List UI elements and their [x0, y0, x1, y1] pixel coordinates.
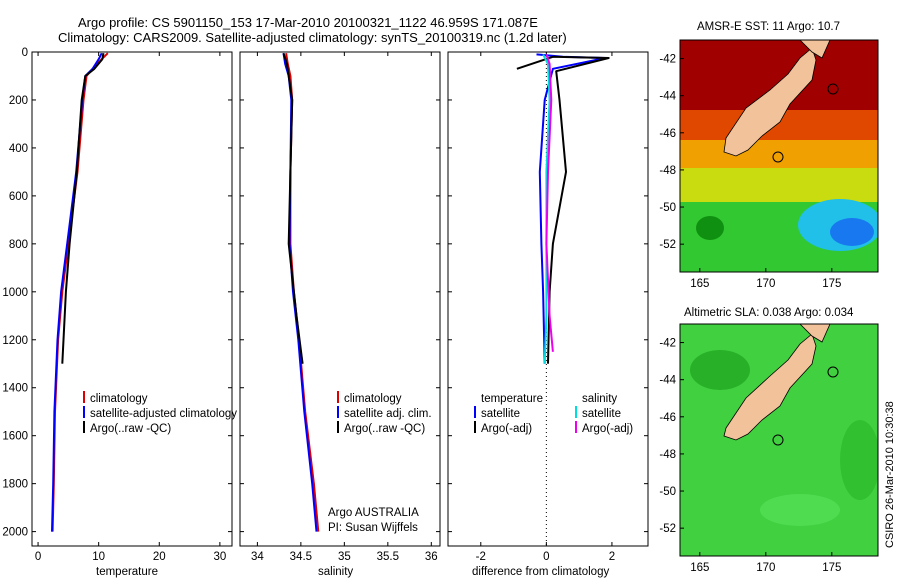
sst-map-frame	[679, 39, 879, 273]
x-tick-label: 36	[425, 551, 438, 563]
legend-temp-argo: Argo(-adj)	[481, 423, 532, 435]
legend-argo: Argo(..raw -QC)	[90, 423, 171, 435]
sla-high-patch	[760, 494, 840, 526]
sst-chatham-marker	[827, 83, 839, 95]
sst-land-north-island	[799, 40, 831, 59]
difference-legend: temperature satellite Argo(-adj) salinit…	[474, 393, 633, 435]
x-tick-label: 2	[609, 551, 615, 563]
sla-land-north-island	[799, 324, 831, 343]
map-y-tick-label: -48	[659, 165, 676, 177]
y-tick-label: 400	[9, 143, 28, 155]
map-y-tick-label: -42	[659, 54, 676, 66]
temperature-legend: climatology satellite-adjusted climatolo…	[83, 391, 237, 435]
sst-land-south-island	[723, 47, 817, 157]
map-y-tick-label: -48	[659, 449, 676, 461]
legend-climatology: climatology	[344, 393, 402, 405]
map-y-tick-label: -50	[659, 202, 676, 214]
map-y-tick-label: -42	[659, 338, 676, 350]
y-tick-label: 1400	[2, 383, 28, 395]
salinity-frame	[239, 51, 441, 547]
salinity-legend: climatology satellite adj. clim. Argo(..…	[337, 391, 432, 435]
difference-frame	[447, 51, 649, 547]
salinity-panel: salinity 34 34.5 35 35.5 36 climatology sate…	[239, 51, 441, 578]
temperature-xlabel: temperature	[96, 566, 158, 578]
difference-panel: difference from climatology -2 0 2 tempera…	[447, 51, 649, 578]
x-tick-label: 35.5	[377, 551, 399, 563]
annotation-pi: PI: Susan Wijffels	[328, 522, 418, 534]
legend-temperature-heading: temperature	[481, 393, 543, 405]
legend-sal-argo: Argo(-adj)	[582, 423, 633, 435]
x-tick-label: 30	[213, 551, 226, 563]
series-argo	[282, 52, 304, 364]
legend-argo: Argo(..raw -QC)	[344, 423, 425, 435]
map-x-tick-label: 165	[690, 278, 709, 290]
sst-eddy-patch	[696, 216, 724, 240]
map-y-tick-label: -46	[659, 128, 676, 140]
sla-low-patch-1	[690, 350, 750, 390]
legend-sal-satellite: satellite	[582, 408, 621, 420]
legend-satellite-adj: satellite adj. clim.	[344, 408, 432, 420]
sla-map-title: Altimetric SLA: 0.038 Argo: 0.034	[684, 307, 854, 319]
sla-map: Altimetric SLA: 0.038 Argo: 0.034 165 170…	[659, 307, 879, 574]
x-tick-label: -2	[476, 551, 486, 563]
map-y-tick-label: -44	[659, 91, 676, 103]
map-x-tick-label: 170	[756, 562, 775, 574]
map-x-tick-label: 175	[822, 278, 841, 290]
sla-chatham-marker	[827, 366, 839, 378]
map-y-tick-label: -44	[659, 375, 676, 387]
annotation-argo-australia: Argo AUSTRALIA	[328, 507, 419, 519]
sst-cold-patch	[830, 218, 874, 246]
series-satellite	[51, 52, 103, 532]
map-y-tick-label: -52	[659, 239, 676, 251]
sst-map: AMSR-E SST: 11 Argo: 10.7 165 170 175 -42 -4…	[659, 21, 879, 290]
y-tick-label: 2000	[2, 527, 28, 539]
x-tick-label: 34.5	[290, 551, 312, 563]
x-tick-label: 20	[153, 551, 166, 563]
map-y-tick-label: -46	[659, 412, 676, 424]
sla-low-patch-2	[840, 420, 878, 500]
x-tick-label: 0	[35, 551, 41, 563]
y-tick-label: 1000	[2, 287, 28, 299]
sst-argo-position-marker	[772, 151, 784, 163]
difference-xlabel: difference from climatology	[472, 566, 609, 578]
map-y-tick-label: -52	[659, 523, 676, 535]
sla-argo-position-marker	[772, 434, 784, 446]
temperature-panel: temperature 0 10 20 30 0 200 400 600 800 1000 1200…	[2, 47, 237, 578]
title-line-2: Climatology: CARS2009. Satellite-adjuste…	[58, 30, 567, 45]
sst-map-title: AMSR-E SST: 11 Argo: 10.7	[697, 21, 840, 33]
series-salinity-argo-adj-	[545, 54, 554, 352]
map-x-tick-label: 175	[822, 562, 841, 574]
x-tick-label: 10	[92, 551, 105, 563]
legend-climatology: climatology	[90, 393, 148, 405]
legend-satellite-adjusted: satellite-adjusted climatology	[90, 408, 237, 420]
x-tick-label: 34	[251, 551, 264, 563]
salinity-xlabel: salinity	[318, 566, 353, 578]
series-argo	[61, 53, 105, 364]
y-tick-label: 200	[9, 95, 28, 107]
y-tick-label: 1800	[2, 479, 28, 491]
temperature-frame	[31, 51, 233, 547]
sla-map-frame	[679, 323, 879, 557]
map-y-tick-label: -50	[659, 486, 676, 498]
y-tick-label: 800	[9, 239, 28, 251]
map-x-tick-label: 170	[756, 278, 775, 290]
csiro-timestamp: CSIRO 26-Mar-2010 10:30:38	[884, 401, 896, 548]
x-tick-label: 35	[338, 551, 351, 563]
sst-yellow-green-band	[680, 168, 878, 202]
series-salinity-satellite	[542, 53, 551, 364]
series-temperature-argo-adj-	[516, 55, 610, 364]
legend-temp-satellite: satellite	[481, 408, 520, 420]
sla-land-south-island	[723, 333, 817, 441]
legend-salinity-heading: salinity	[582, 393, 617, 405]
y-tick-label: 1200	[2, 335, 28, 347]
y-tick-label: 0	[22, 47, 28, 59]
title-line-1: Argo profile: CS 5901150_153 17-Mar-2010…	[78, 15, 538, 30]
x-tick-label: 0	[543, 551, 549, 563]
y-tick-label: 600	[9, 191, 28, 203]
map-x-tick-label: 165	[690, 562, 709, 574]
y-tick-label: 1600	[2, 431, 28, 443]
